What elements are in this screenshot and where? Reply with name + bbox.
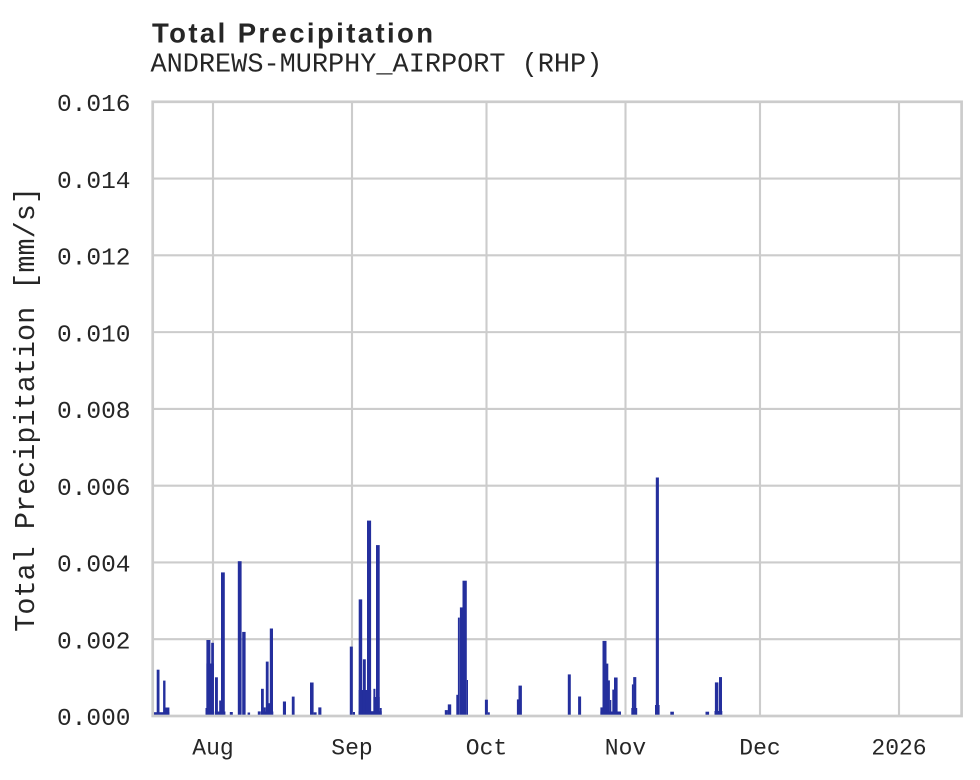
svg-text:Oct: Oct [466, 736, 507, 762]
svg-text:0.012: 0.012 [57, 246, 131, 273]
svg-text:0.006: 0.006 [57, 476, 131, 503]
svg-text:0.000: 0.000 [57, 706, 131, 733]
svg-text:Nov: Nov [605, 736, 647, 762]
svg-text:0.014: 0.014 [57, 169, 131, 196]
svg-text:0.004: 0.004 [57, 553, 131, 580]
svg-text:0.002: 0.002 [57, 629, 131, 656]
svg-text:Total Precipitation: Total Precipitation [152, 17, 435, 48]
svg-text:Aug: Aug [192, 736, 233, 762]
svg-text:ANDREWS-MURPHY_AIRPORT (RHP): ANDREWS-MURPHY_AIRPORT (RHP) [151, 51, 603, 81]
svg-text:0.016: 0.016 [57, 92, 131, 119]
svg-text:Sep: Sep [331, 736, 372, 762]
svg-text:Dec: Dec [739, 736, 780, 762]
svg-text:0.010: 0.010 [57, 322, 131, 349]
svg-text:2026: 2026 [871, 736, 926, 762]
svg-text:0.008: 0.008 [57, 399, 131, 426]
svg-text:Total Precipitation [mm/s]: Total Precipitation [mm/s] [10, 187, 43, 632]
